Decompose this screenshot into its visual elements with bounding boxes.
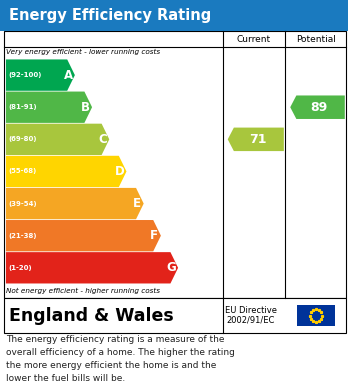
Text: C: C: [98, 133, 107, 146]
Text: (1-20): (1-20): [9, 265, 32, 271]
Text: 71: 71: [249, 133, 266, 146]
Text: EU Directive: EU Directive: [225, 306, 277, 316]
Text: E: E: [133, 197, 141, 210]
Text: Very energy efficient - lower running costs: Very energy efficient - lower running co…: [6, 49, 160, 55]
Text: England & Wales: England & Wales: [9, 307, 174, 325]
Polygon shape: [6, 220, 161, 251]
Text: The energy efficiency rating is a measure of the
overall efficiency of a home. T: The energy efficiency rating is a measur…: [6, 335, 235, 383]
Text: (39-54): (39-54): [9, 201, 37, 206]
Text: Energy Efficiency Rating: Energy Efficiency Rating: [9, 8, 211, 23]
Polygon shape: [6, 124, 109, 155]
Text: 89: 89: [311, 101, 328, 114]
Text: B: B: [81, 101, 90, 114]
Bar: [297, 305, 335, 326]
Text: D: D: [115, 165, 125, 178]
Text: Current: Current: [237, 34, 271, 44]
Polygon shape: [290, 95, 345, 119]
Text: (21-38): (21-38): [9, 233, 37, 239]
Polygon shape: [6, 252, 178, 283]
Polygon shape: [6, 59, 75, 91]
Text: Not energy efficient - higher running costs: Not energy efficient - higher running co…: [6, 288, 160, 294]
Bar: [0, 0, 348, 31]
Text: (81-91): (81-91): [9, 104, 37, 110]
Text: F: F: [150, 229, 158, 242]
Text: (92-100): (92-100): [9, 72, 42, 78]
Polygon shape: [6, 156, 126, 187]
Polygon shape: [228, 127, 284, 151]
Text: (55-68): (55-68): [9, 169, 37, 174]
Text: G: G: [167, 261, 176, 274]
Bar: [4, 298, 346, 333]
Polygon shape: [6, 91, 92, 123]
Text: 2002/91/EC: 2002/91/EC: [227, 316, 275, 325]
Text: (69-80): (69-80): [9, 136, 37, 142]
Polygon shape: [6, 188, 144, 219]
Text: Potential: Potential: [296, 34, 336, 44]
Text: A: A: [64, 68, 73, 82]
Bar: [4, 31, 346, 298]
